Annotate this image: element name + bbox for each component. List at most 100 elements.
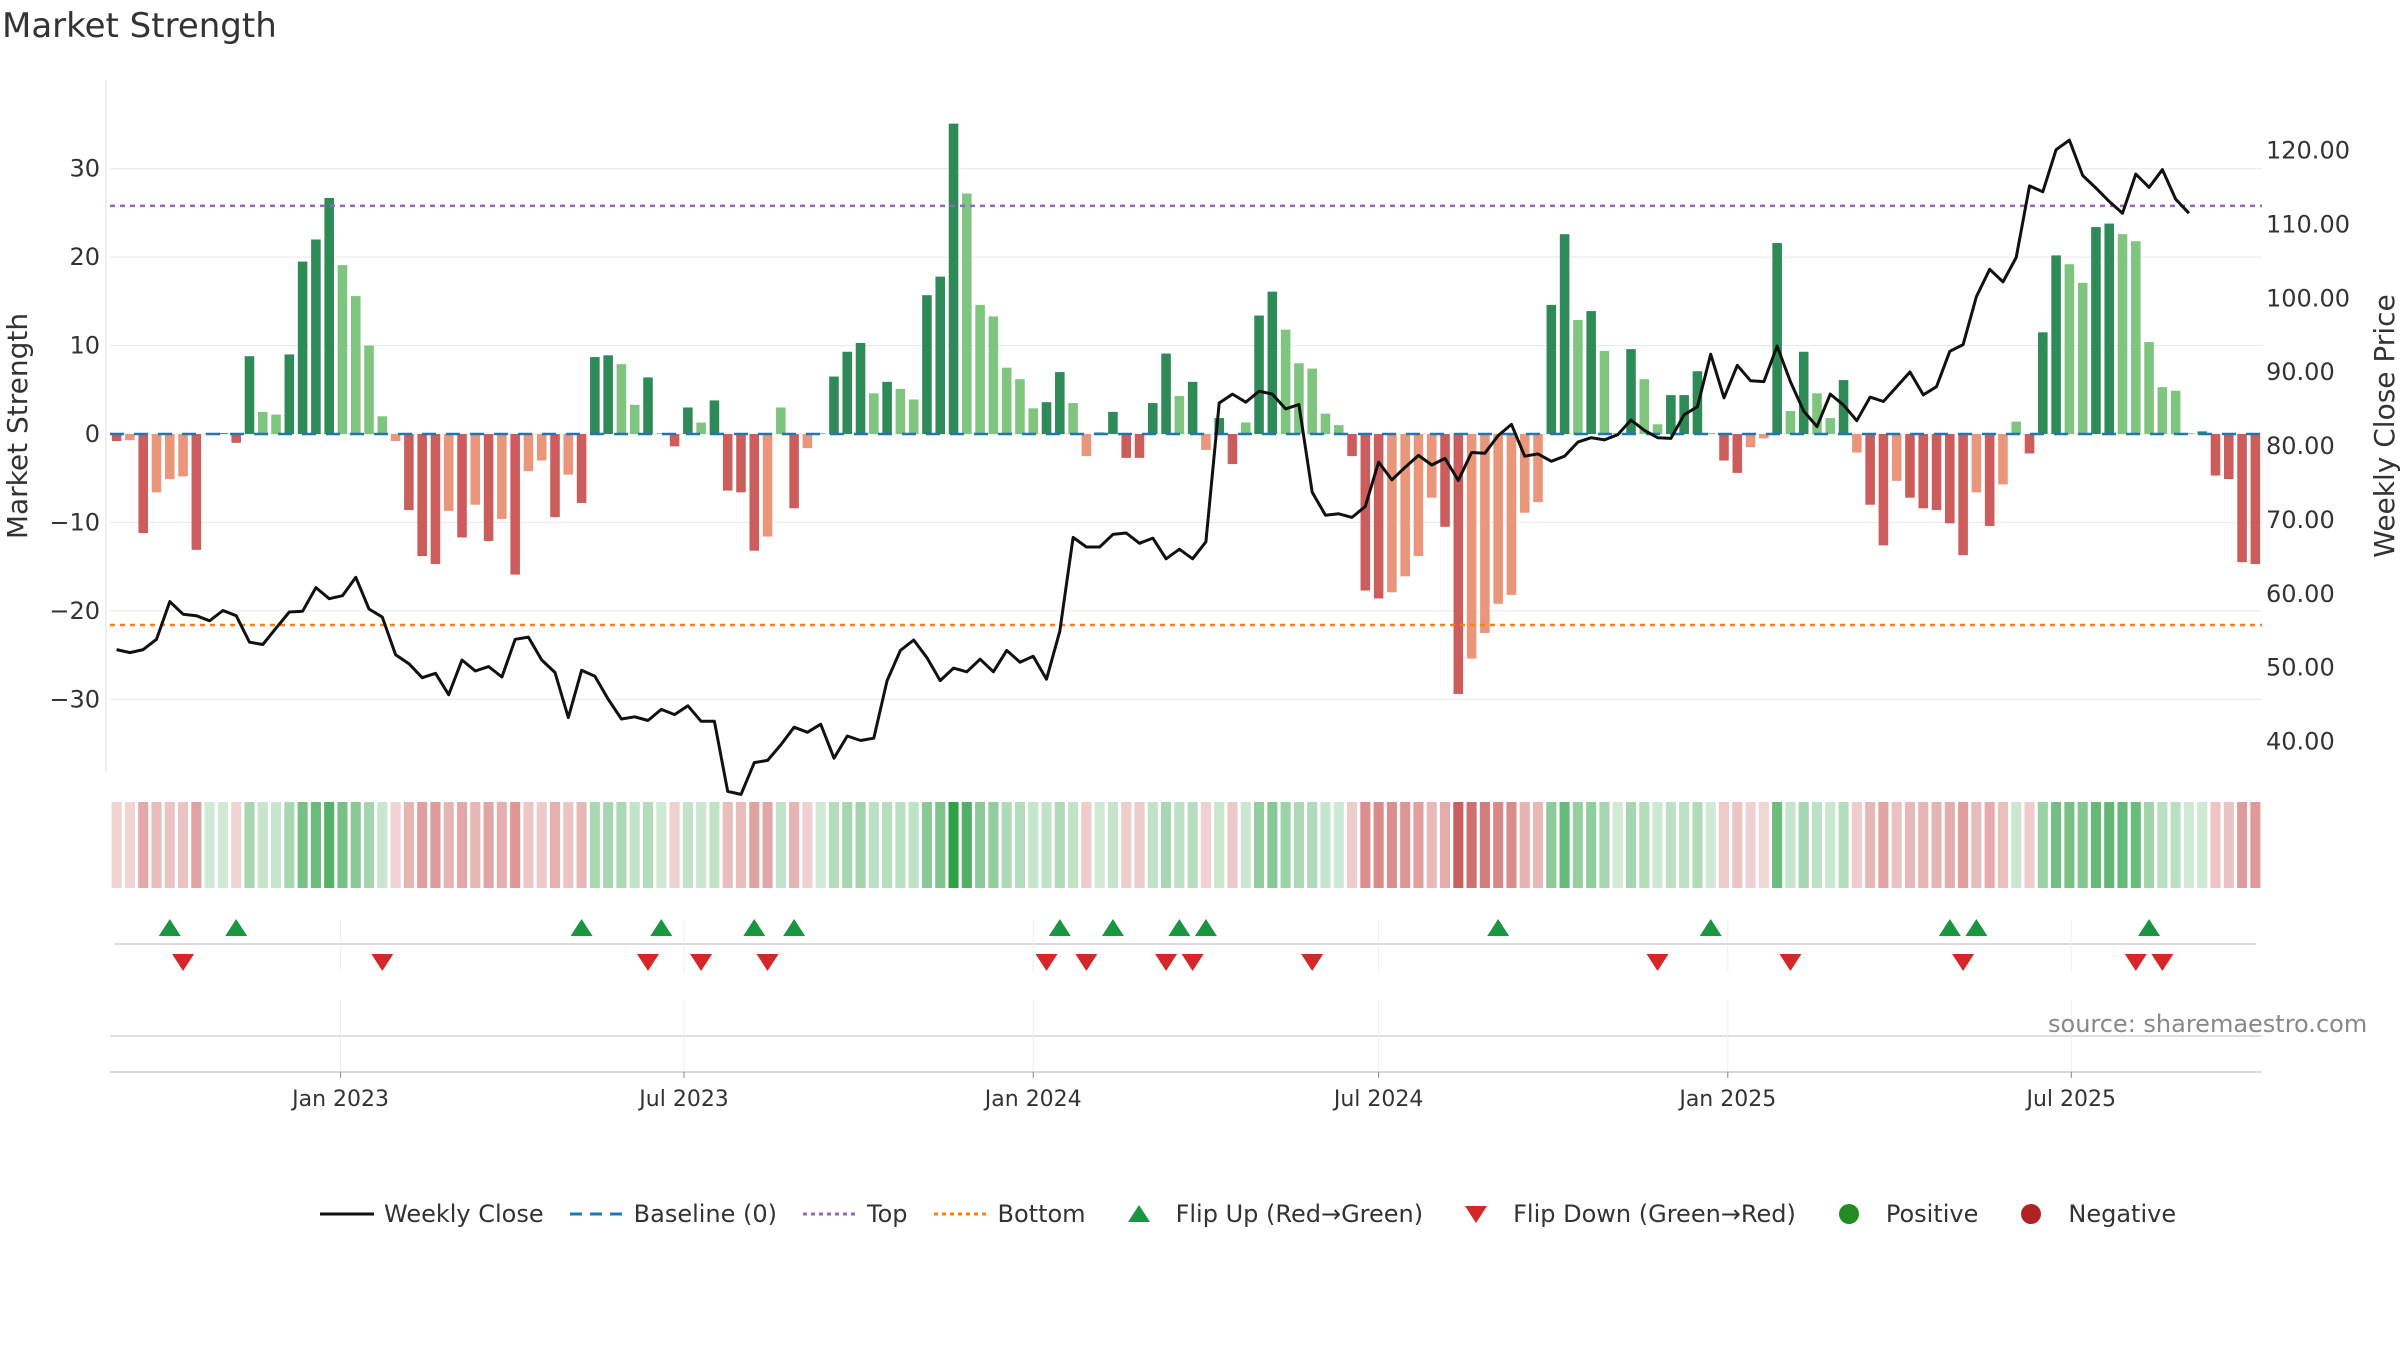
legend-item: Negative — [2002, 1200, 2176, 1228]
strength-bar — [1506, 434, 1517, 595]
strength-bar — [510, 434, 520, 575]
x-tick-label: Jul 2025 — [2025, 1087, 2117, 1112]
heatmap-cell — [961, 802, 972, 888]
legend-item: Flip Down (Green→Red) — [1447, 1200, 1796, 1228]
strength-bar — [1865, 434, 1875, 505]
heatmap-cell — [1466, 802, 1477, 888]
heatmap-cell — [483, 802, 494, 888]
strength-bar — [709, 400, 720, 434]
strength-bar — [1280, 329, 1291, 434]
heatmap-cell — [1745, 802, 1756, 888]
heatmap-cell — [1081, 802, 1092, 888]
strength-bar — [430, 434, 441, 564]
strength-bar — [643, 377, 653, 434]
x-axis: Jan 2023 Jul 2023 Jan 2024 Jul 2024 Jan 2025… — [110, 1071, 2262, 1112]
strength-bar — [417, 434, 427, 557]
strength-bar — [2038, 332, 2048, 434]
strength-bar — [2131, 241, 2141, 434]
legend-symbol-dotted-line — [803, 1212, 858, 1216]
heatmap-cell — [1865, 802, 1876, 888]
y2-tick-label: 80.00 — [2266, 432, 2335, 460]
flip-down-marker — [637, 954, 659, 971]
heatmap-cell — [1612, 802, 1623, 888]
heatmap-cell — [1333, 802, 1344, 888]
heatmap-cell — [271, 802, 282, 888]
heatmap-cell — [1386, 802, 1397, 888]
strength-bar — [975, 304, 985, 434]
heatmap-cell — [1851, 802, 1862, 888]
heatmap-cell — [1838, 802, 1849, 888]
heatmap-cell — [1227, 802, 1238, 888]
strength-bar — [337, 265, 348, 434]
strength-bar — [2077, 282, 2088, 434]
y2-tick-label: 50.00 — [2266, 654, 2335, 682]
strength-bar — [815, 433, 826, 434]
strength-bar — [483, 434, 494, 541]
heatmap-cell — [828, 802, 840, 888]
heatmap-cell — [1692, 802, 1703, 888]
strength-bar — [1573, 319, 1583, 434]
strength-bar — [882, 381, 892, 434]
heatmap-cell — [1014, 802, 1025, 888]
strength-bar — [218, 433, 228, 434]
heatmap-cell — [868, 802, 879, 888]
heatmap-cell — [2130, 802, 2141, 888]
strength-bar — [1998, 434, 2008, 485]
heatmap-cell — [1825, 802, 1836, 888]
heatmap-cell — [1665, 802, 1676, 888]
legend-item: Positive — [1820, 1200, 1978, 1228]
strength-bar — [470, 434, 481, 505]
x-tick-label: Jan 2023 — [290, 1087, 389, 1112]
strength-bar — [855, 342, 866, 434]
heatmap-cell — [1732, 802, 1743, 888]
strength-bar — [922, 295, 932, 434]
heatmap-cell — [1068, 802, 1079, 888]
heatmap-cell — [1918, 802, 1929, 888]
heatmap-cell — [616, 802, 627, 888]
heatmap-cell — [1134, 802, 1145, 888]
heatmap-cell — [1161, 802, 1172, 888]
flip-down-marker — [1952, 954, 1975, 971]
strength-bar — [603, 355, 613, 434]
heatmap-cell — [403, 802, 414, 888]
heatmap-cell — [1652, 802, 1663, 888]
strength-bar — [2091, 227, 2101, 434]
strength-bar — [1055, 372, 1065, 434]
strength-bar — [1320, 413, 1331, 434]
heatmap-cell — [1679, 802, 1690, 888]
heatmap-cell — [549, 802, 561, 888]
heatmap-cell — [1984, 802, 1995, 888]
heatmap-cell — [669, 802, 680, 888]
heatmap-cell — [895, 802, 906, 888]
x-tick-label: Jul 2023 — [637, 1087, 729, 1112]
heatmap-cell — [882, 802, 893, 888]
heatmap-cell — [2210, 802, 2221, 888]
heatmap-cell — [363, 802, 375, 888]
strength-bar — [1108, 411, 1118, 434]
flip-up-marker — [1965, 919, 1988, 936]
strength-bar — [1121, 434, 1132, 458]
heatmap-cell — [1041, 802, 1052, 888]
heatmap-cell — [2250, 802, 2261, 888]
legend-symbol-dotted-line — [933, 1212, 988, 1216]
strength-bar — [1174, 395, 1185, 434]
threshold-layer — [110, 204, 2262, 627]
heatmap-cell — [2051, 802, 2062, 888]
legend-item: Bottom — [932, 1200, 1086, 1228]
strength-bar — [443, 434, 454, 511]
heatmap-cell — [470, 802, 481, 888]
strength-bar — [1081, 434, 1092, 457]
strength-bar — [988, 316, 999, 434]
heatmap-cell — [709, 802, 720, 888]
heatmap-cell — [921, 802, 933, 888]
strength-bar — [1001, 367, 1012, 434]
strength-bar — [1533, 434, 1543, 503]
strength-bar — [364, 345, 374, 434]
heatmap-cell — [1187, 802, 1198, 888]
flip-up-marker — [743, 919, 766, 936]
strength-bar — [231, 434, 241, 443]
y-tick-label: 30 — [69, 155, 100, 183]
flip-down-marker — [1779, 954, 1802, 971]
strength-bar — [457, 434, 467, 538]
strength-bar — [1785, 411, 1796, 434]
